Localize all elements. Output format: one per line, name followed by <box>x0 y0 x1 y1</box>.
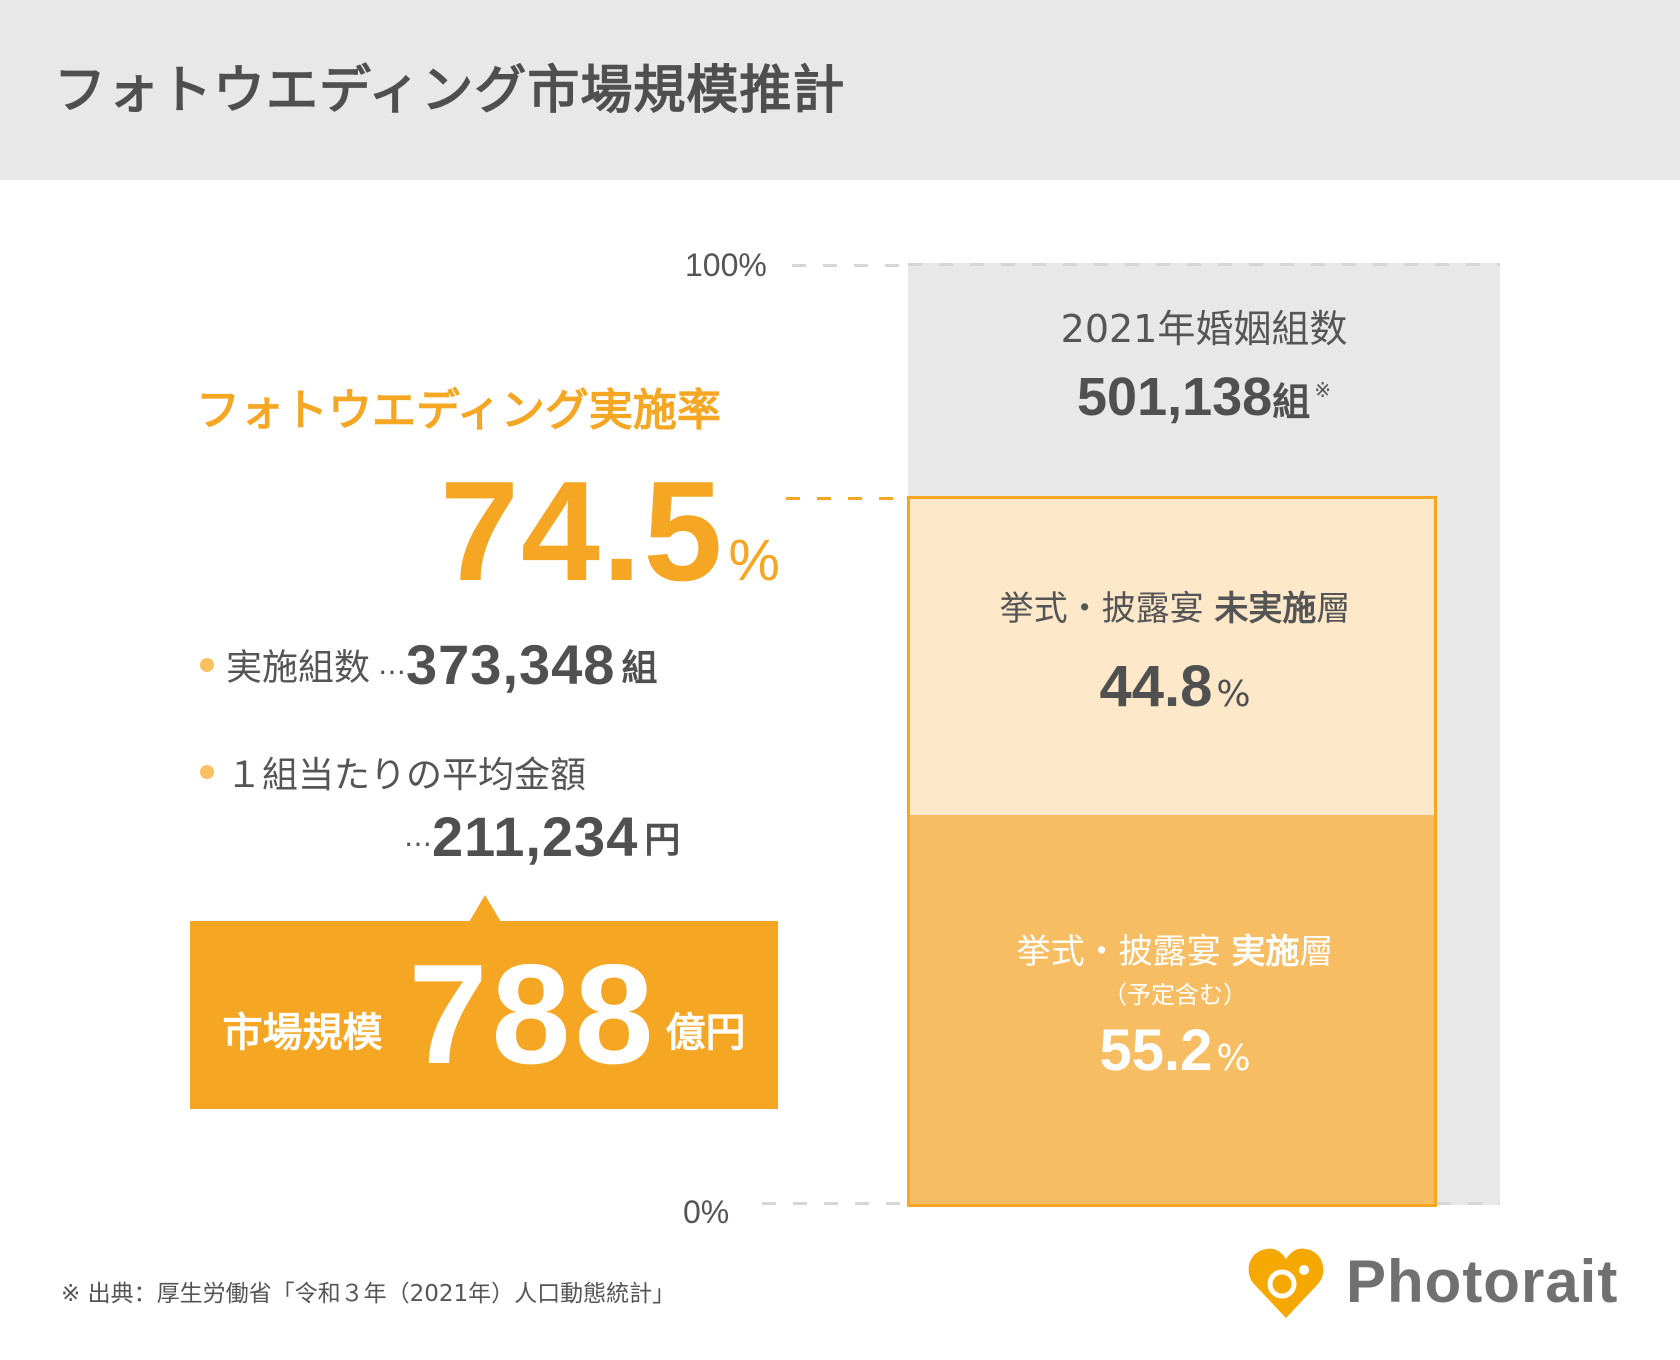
rate-value-wrap: 74.5% <box>440 461 780 646</box>
guide-line-0 <box>762 1202 908 1205</box>
page-title: フォトウエディング市場規模推計 <box>54 61 846 121</box>
bullet-icon <box>200 657 214 672</box>
market-unit: 億円 <box>665 1010 746 1056</box>
stat-row-couples: 実施組数 …373,348 組 <box>200 632 657 697</box>
callout-pointer <box>469 895 501 922</box>
seg-label-suffix: 層 <box>1299 932 1334 972</box>
axis-label-100: 100% <box>685 247 767 283</box>
stat-dots: … <box>378 648 407 681</box>
seg-label-prefix: 挙式・披露宴 <box>1016 932 1232 972</box>
market-size-callout: 市場規模 788 億円 <box>190 921 778 1109</box>
rate-heading: フォトウエディング実施率 <box>196 385 721 436</box>
guide-line-0-inner <box>1437 1202 1500 1205</box>
bullet-icon <box>200 765 214 779</box>
stat-row-average: １組当たりの平均金額 <box>200 746 586 798</box>
logo-text: Photorait <box>1346 1248 1619 1315</box>
axis-label-0: 0% <box>683 1194 730 1230</box>
heart-camera-icon <box>1248 1248 1324 1318</box>
segment-implemented-sublabel: （予定含む） <box>910 980 1440 1010</box>
seg-label-emphasis: 実施 <box>1231 932 1300 972</box>
stat-unit: 円 <box>644 819 681 861</box>
source-footnote: ※ 出典：厚生労働省「令和３年（2021年）人口動態統計」 <box>61 1281 676 1307</box>
total-label-wrap: 2021年婚姻組数 <box>908 307 1500 351</box>
market-size-content: 市場規模 788 億円 <box>190 921 778 1109</box>
rate-value: 74.5 <box>440 452 725 611</box>
segment-implemented-label: 挙式・披露宴 実施層 <box>910 932 1440 972</box>
stat-row-average-value: …211,234 円 <box>396 804 680 869</box>
seg-sub-label: （予定含む） <box>1103 981 1247 1009</box>
stat-unit: 組 <box>621 647 658 689</box>
market-value: 788 <box>408 935 658 1094</box>
photo-wedding-bar: 挙式・披露宴 未実施層 44.8% 挙式・披露宴 実施層 （予定含む） 55.2… <box>907 496 1437 1207</box>
guide-line-100 <box>792 264 908 267</box>
guide-line-100-inner <box>908 263 1500 266</box>
stat-label: 実施組数 <box>226 647 371 689</box>
total-unit: 組 <box>1272 382 1311 424</box>
seg-unit: % <box>1216 674 1251 715</box>
stat-value: 211,234 <box>432 805 639 868</box>
segment-not-implemented: 挙式・披露宴 未実施層 44.8% <box>910 499 1434 815</box>
seg-label-emphasis: 未実施 <box>1214 589 1317 629</box>
total-label: 2021年婚姻組数 <box>1060 307 1348 351</box>
total-value: 501,138 <box>1077 367 1273 427</box>
total-note-mark: ※ <box>1314 378 1331 402</box>
seg-label-prefix: 挙式・披露宴 <box>999 589 1215 629</box>
photorait-logo[interactable]: Photorait <box>1246 1244 1626 1320</box>
seg-unit: % <box>1216 1038 1251 1079</box>
segment-implemented-value: 55.2% <box>910 1019 1440 1083</box>
seg-value: 44.8 <box>1099 654 1213 719</box>
seg-value: 55.2 <box>1099 1018 1213 1083</box>
rate-indicator-line <box>786 497 907 500</box>
stat-value: 373,348 <box>406 633 616 696</box>
segment-not-implemented-label: 挙式・披露宴 未実施層 <box>910 589 1440 629</box>
segment-not-implemented-value: 44.8% <box>910 655 1440 719</box>
rate-unit: % <box>728 528 780 593</box>
total-value-wrap: 501,138組 ※ <box>908 367 1500 433</box>
seg-label-suffix: 層 <box>1316 589 1351 629</box>
market-label: 市場規模 <box>222 1010 383 1056</box>
header-band <box>0 0 1680 180</box>
segment-implemented: 挙式・披露宴 実施層 （予定含む） 55.2% <box>910 815 1434 1204</box>
stat-label: １組当たりの平均金額 <box>226 755 587 796</box>
stat-dots: … <box>404 820 432 853</box>
